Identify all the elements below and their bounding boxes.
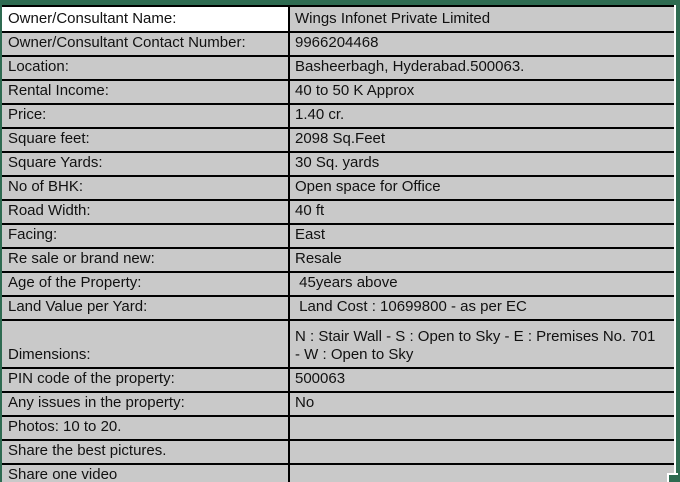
row-label-cell[interactable]: Any issues in the property: [2, 393, 290, 415]
row-label-cell[interactable]: Owner/Consultant Name: [2, 7, 290, 31]
row-value-cell[interactable] [290, 465, 674, 482]
row-value-cell[interactable]: 45years above [290, 273, 674, 295]
table-row: Location: Basheerbagh, Hyderabad.500063. [2, 55, 674, 79]
table-row: Photos: 10 to 20. [2, 415, 674, 439]
table-row: PIN code of the property: 500063 [2, 367, 674, 391]
row-label-cell[interactable]: Rental Income: [2, 81, 290, 103]
row-value-cell[interactable]: Resale [290, 249, 674, 271]
row-value-cell[interactable]: 30 Sq. yards [290, 153, 674, 175]
row-label-cell[interactable]: Photos: 10 to 20. [2, 417, 290, 439]
row-label-cell[interactable]: Facing: [2, 225, 290, 247]
row-label-cell[interactable]: Location: [2, 57, 290, 79]
table-row: Owner/Consultant Contact Number: 9966204… [2, 31, 674, 55]
row-value-cell[interactable]: East [290, 225, 674, 247]
table-row: No of BHK: Open space for Office [2, 175, 674, 199]
selection-fill-handle[interactable] [667, 473, 678, 482]
table-row: Land Value per Yard: Land Cost : 1069980… [2, 295, 674, 319]
table-row: Share one video [2, 463, 674, 482]
row-value-cell[interactable]: Basheerbagh, Hyderabad.500063. [290, 57, 674, 79]
table-row: Share the best pictures. [2, 439, 674, 463]
table-row: Re sale or brand new: Resale [2, 247, 674, 271]
row-label-cell[interactable]: Price: [2, 105, 290, 127]
row-label-cell[interactable]: Dimensions: [2, 321, 290, 367]
row-label-cell[interactable]: Square Yards: [2, 153, 290, 175]
row-label-cell[interactable]: PIN code of the property: [2, 369, 290, 391]
table-row: Owner/Consultant Name: Wings Infonet Pri… [2, 7, 674, 31]
row-label-cell[interactable]: Owner/Consultant Contact Number: [2, 33, 290, 55]
row-label-cell[interactable]: Land Value per Yard: [2, 297, 290, 319]
table-row: Dimensions: N : Stair Wall - S : Open to… [2, 319, 674, 367]
table-row: Age of the Property: 45years above [2, 271, 674, 295]
table-row: Road Width: 40 ft [2, 199, 674, 223]
table-row: Rental Income: 40 to 50 K Approx [2, 79, 674, 103]
row-label-cell[interactable]: Re sale or brand new: [2, 249, 290, 271]
row-value-cell[interactable]: 40 to 50 K Approx [290, 81, 674, 103]
row-value-cell[interactable]: 500063 [290, 369, 674, 391]
row-label-cell[interactable]: Square feet: [2, 129, 290, 151]
table-row: Square Yards: 30 Sq. yards [2, 151, 674, 175]
row-value-cell[interactable]: 2098 Sq.Feet [290, 129, 674, 151]
spreadsheet-sheet: Owner/Consultant Name: Wings Infonet Pri… [2, 5, 676, 482]
property-details-table: Owner/Consultant Name: Wings Infonet Pri… [2, 5, 674, 482]
row-value-cell[interactable]: 40 ft [290, 201, 674, 223]
row-value-cell[interactable]: Wings Infonet Private Limited [290, 7, 674, 31]
table-row: Square feet: 2098 Sq.Feet [2, 127, 674, 151]
row-value-cell[interactable]: No [290, 393, 674, 415]
row-value-cell[interactable]: 9966204468 [290, 33, 674, 55]
row-label-cell[interactable]: Road Width: [2, 201, 290, 223]
table-row: Any issues in the property: No [2, 391, 674, 415]
row-value-cell[interactable]: N : Stair Wall - S : Open to Sky - E : P… [290, 321, 674, 367]
row-value-cell[interactable] [290, 441, 674, 463]
row-label-cell[interactable]: Age of the Property: [2, 273, 290, 295]
row-label-cell[interactable]: No of BHK: [2, 177, 290, 199]
table-row: Price: 1.40 cr. [2, 103, 674, 127]
row-value-cell[interactable]: Open space for Office [290, 177, 674, 199]
row-label-cell[interactable]: Share one video [2, 465, 290, 482]
table-row: Facing: East [2, 223, 674, 247]
row-value-cell[interactable] [290, 417, 674, 439]
row-label-cell[interactable]: Share the best pictures. [2, 441, 290, 463]
row-value-cell[interactable]: 1.40 cr. [290, 105, 674, 127]
row-value-cell[interactable]: Land Cost : 10699800 - as per EC [290, 297, 674, 319]
